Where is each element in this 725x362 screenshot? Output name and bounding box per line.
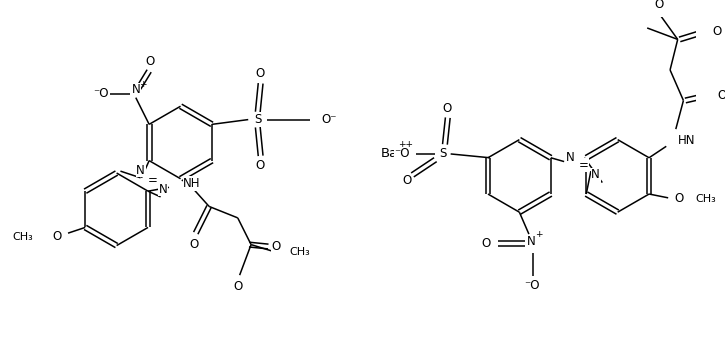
Text: ++: ++ xyxy=(398,140,413,149)
Text: CH₃: CH₃ xyxy=(289,247,310,257)
Text: N: N xyxy=(592,168,600,181)
Text: N: N xyxy=(566,151,574,164)
Text: =: = xyxy=(148,174,158,187)
Text: O: O xyxy=(146,55,154,68)
Text: O: O xyxy=(255,159,265,172)
Text: N: N xyxy=(159,183,168,196)
Text: +: + xyxy=(138,80,146,89)
Text: N: N xyxy=(131,84,140,97)
Text: S: S xyxy=(254,113,262,126)
Text: O: O xyxy=(718,89,725,102)
Text: O: O xyxy=(271,240,281,253)
Text: O⁻: O⁻ xyxy=(322,113,337,126)
Text: O: O xyxy=(52,231,61,244)
Text: +: + xyxy=(535,230,542,239)
Text: S: S xyxy=(439,147,447,160)
Text: HN: HN xyxy=(678,134,695,147)
Text: O: O xyxy=(402,174,411,187)
Text: O: O xyxy=(712,25,721,38)
Text: ⁻O: ⁻O xyxy=(524,279,539,292)
Text: N: N xyxy=(136,164,145,177)
Text: O: O xyxy=(189,238,199,251)
Text: O: O xyxy=(255,67,265,80)
Text: =: = xyxy=(579,159,588,172)
Text: O: O xyxy=(442,102,452,115)
Text: O: O xyxy=(233,280,242,293)
Text: O: O xyxy=(481,237,491,250)
Text: CH₃: CH₃ xyxy=(12,232,33,242)
Text: CH₃: CH₃ xyxy=(695,194,716,204)
Text: N: N xyxy=(526,235,535,248)
Text: Ba: Ba xyxy=(381,147,398,160)
Text: O: O xyxy=(675,192,684,205)
Text: ⁻O: ⁻O xyxy=(394,147,410,160)
Text: NH: NH xyxy=(183,177,201,190)
Text: O: O xyxy=(654,0,663,10)
Text: ⁻O: ⁻O xyxy=(94,87,109,100)
